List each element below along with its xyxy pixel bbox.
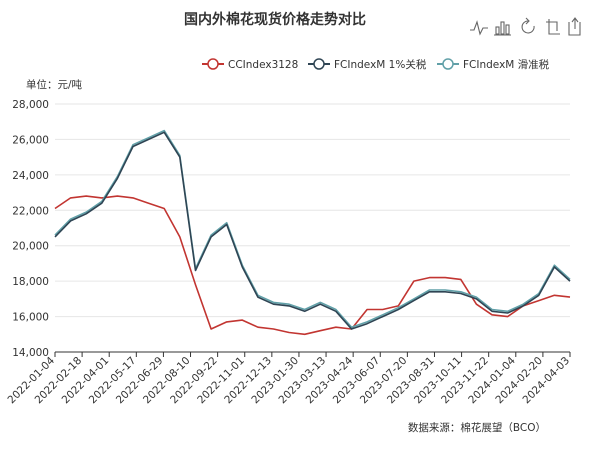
y-tick-label: 22,000: [12, 205, 49, 217]
data-zoom-icon[interactable]: [546, 19, 560, 35]
y-tick-label: 28,000: [12, 99, 49, 111]
legend-label-cc: CCIndex3128: [228, 59, 298, 71]
restore-icon[interactable]: [521, 17, 535, 34]
grid: [55, 103, 570, 318]
legend-label-fc-1pct: FCIndexM 1%关税: [334, 58, 427, 71]
unit-label: 单位：元/吨: [26, 78, 83, 91]
legend-item-cc[interactable]: CCIndex3128: [202, 58, 298, 71]
y-tick-label: 20,000: [12, 241, 49, 253]
series-line-fcindexm-sliding[interactable]: [54, 129, 571, 328]
legend-item-fc-sliding[interactable]: FCIndexM 滑准税: [437, 58, 550, 71]
line-chart-toggle-icon[interactable]: [469, 19, 489, 36]
y-tick-label: 24,000: [12, 170, 49, 182]
source-note: 数据来源：棉花展望（BCO）: [408, 421, 546, 434]
toolbox: [469, 17, 581, 36]
axes: 14,000 16,000 18,000 20,000 22,000 24,000 26,0…: [5, 99, 572, 406]
legend-label-fc-sliding: FCIndexM 滑准税: [463, 58, 550, 71]
y-tick-label: 16,000: [12, 312, 49, 324]
y-tick-label: 26,000: [12, 134, 49, 146]
bar-chart-toggle-icon[interactable]: [494, 21, 511, 36]
y-tick-label: 18,000: [12, 276, 49, 288]
legend: CCIndex3128 FCIndexM 1%关税 FCIndexM 滑准税: [202, 58, 550, 71]
series-line-fcindexm-1pct[interactable]: [54, 131, 571, 330]
save-image-icon[interactable]: [568, 17, 581, 36]
legend-item-fc-1pct[interactable]: FCIndexM 1%关税: [308, 58, 427, 71]
series-lines: [54, 129, 571, 336]
y-tick-label: 14,000: [12, 347, 49, 359]
series-line-ccindex3128[interactable]: [54, 195, 571, 336]
chart-title: 国内外棉花现货价格走势对比: [184, 11, 366, 28]
